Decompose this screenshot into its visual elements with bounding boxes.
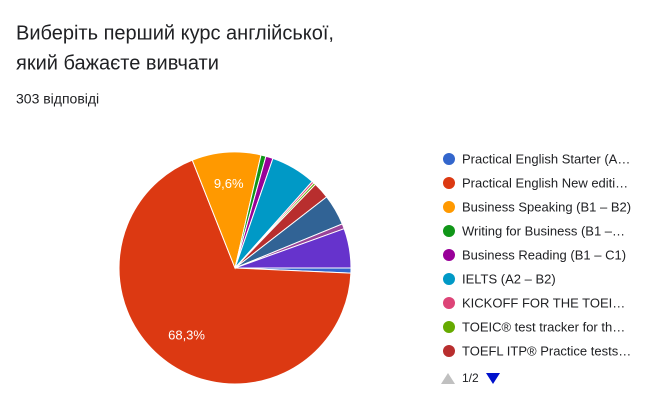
- pie: 68,3% 9,6%: [118, 151, 352, 385]
- legend-label: Business Reading (B1 – C1): [462, 247, 626, 262]
- legend-label: IELTS (A2 – B2): [462, 271, 556, 286]
- legend-swatch: [443, 273, 455, 285]
- slice-label: 68,3%: [168, 327, 205, 342]
- legend: Practical English Starter (A… Practical E…: [443, 151, 631, 358]
- pie-slice: [118, 159, 352, 385]
- legend-swatch: [443, 177, 455, 189]
- legend-swatch: [443, 297, 455, 309]
- legend-label: Practical English New editi…: [462, 175, 628, 190]
- legend-label: Writing for Business (B1 –…: [462, 223, 625, 238]
- slice-label: 9,6%: [214, 176, 244, 191]
- legend-swatch: [443, 249, 455, 261]
- next-page[interactable]: [486, 373, 500, 384]
- legend-swatch: [443, 201, 455, 213]
- legend-swatch: [443, 225, 455, 237]
- legend-label: Practical English Starter (A…: [462, 151, 630, 166]
- prev-page[interactable]: [441, 373, 455, 384]
- legend-label: KICKOFF FOR THE TOEI…: [462, 295, 625, 310]
- question-title: Виберіть перший курс англійської,: [16, 22, 334, 44]
- legend-label: Business Speaking (B1 – B2): [462, 199, 631, 214]
- legend-page: 1/2: [462, 371, 479, 385]
- pie-slice: [234, 228, 352, 269]
- legend-swatch: [443, 345, 455, 357]
- response-count: 303 відповіді: [16, 91, 99, 107]
- legend-swatch: [443, 153, 455, 165]
- question-title: який бажаєте вивчати: [16, 52, 219, 74]
- legend-swatch: [443, 321, 455, 333]
- legend-label: TOEIC® test tracker for th…: [462, 319, 625, 334]
- legend-label: TOEFL ITP® Practice tests…: [462, 343, 631, 358]
